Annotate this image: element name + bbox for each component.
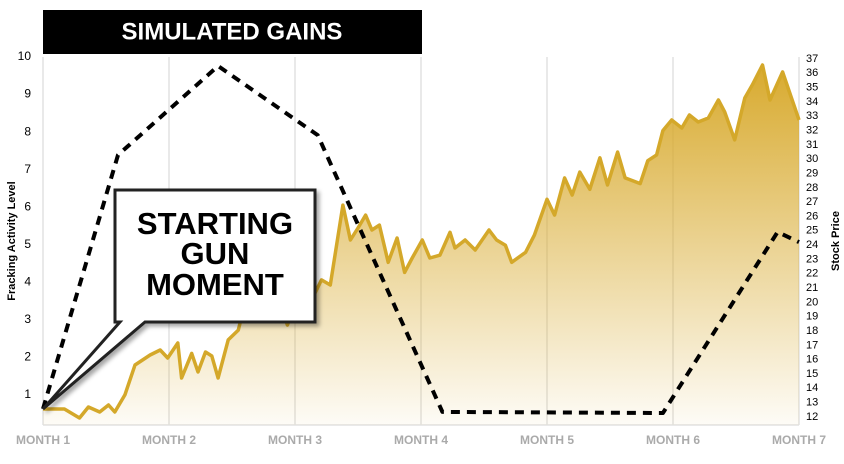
marks: [41, 63, 801, 425]
y-tick-label: 6: [24, 199, 31, 213]
annotation-callout: [41, 188, 317, 411]
chart-title: SIMULATED GAINS: [122, 18, 343, 45]
x-tick-label: MONTH 1: [16, 433, 70, 447]
y-tick-label: 10: [18, 49, 32, 63]
price-line: [43, 63, 801, 420]
y-tick-label: 8: [24, 124, 31, 138]
y-tick-label: 9: [24, 87, 31, 101]
y2-tick-label: 16: [806, 354, 818, 366]
y2-tick-label: 20: [806, 296, 818, 308]
y2-tick-label: 37: [806, 53, 818, 65]
x-tick-label: MONTH 6: [646, 433, 700, 447]
y2-tick-label: 21: [806, 282, 818, 294]
y2-tick-label: 30: [806, 153, 818, 165]
y2-tick-label: 24: [806, 239, 818, 251]
y2-tick-label: 14: [806, 382, 818, 394]
y2-tick-label: 36: [806, 67, 818, 79]
y-tick-label: 2: [24, 350, 31, 364]
y-tick-label: 7: [24, 162, 31, 176]
y2-tick-label: 35: [806, 82, 818, 94]
y2-tick-label: 28: [806, 182, 818, 194]
y2-tick-label: 13: [806, 397, 818, 409]
y2-axis-title: Stock Price: [830, 211, 842, 271]
y2-tick-label: 25: [806, 225, 818, 237]
y-tick-label: 4: [24, 274, 31, 288]
title-box: [43, 10, 422, 54]
x-tick-label: MONTH 2: [142, 433, 196, 447]
x-tick-label: MONTH 4: [394, 433, 448, 447]
y2-tick-label: 26: [806, 210, 818, 222]
y2-tick-label: 17: [806, 339, 818, 351]
y2-tick-label: 32: [806, 125, 818, 137]
annotation: [41, 188, 317, 411]
y2-tick-label: 33: [806, 110, 818, 122]
y-axis-title: Fracking Activity Level: [6, 181, 18, 300]
y2-tick-label: 27: [806, 196, 818, 208]
y2-tick-label: 12: [806, 411, 818, 423]
x-tick-label: MONTH 3: [268, 433, 322, 447]
annotation-line: STARTING: [137, 206, 293, 241]
y2-tick-label: 23: [806, 253, 818, 265]
y2-tick-label: 31: [806, 139, 818, 151]
y-tick-label: 5: [24, 237, 31, 251]
y2-tick-label: 18: [806, 325, 818, 337]
annotation-line: GUN: [181, 236, 250, 271]
y2-tick-label: 15: [806, 368, 818, 380]
x-tick-label: MONTH 7: [772, 433, 826, 447]
x-tick-label: MONTH 5: [520, 433, 574, 447]
y-tick-label: 3: [24, 312, 31, 326]
y2-tick-label: 19: [806, 311, 818, 323]
y-tick-label: 1: [24, 387, 31, 401]
labels: MONTH 1 MONTH 2 MONTH 3 MONTH 4 MONTH 5 MONTH…: [16, 49, 826, 447]
y2-tick-label: 34: [806, 96, 818, 108]
dashed-line: [41, 64, 800, 415]
y2-tick-label: 22: [806, 268, 818, 280]
annotation-line: MOMENT: [146, 267, 284, 302]
y2-tick-label: 29: [806, 167, 818, 179]
